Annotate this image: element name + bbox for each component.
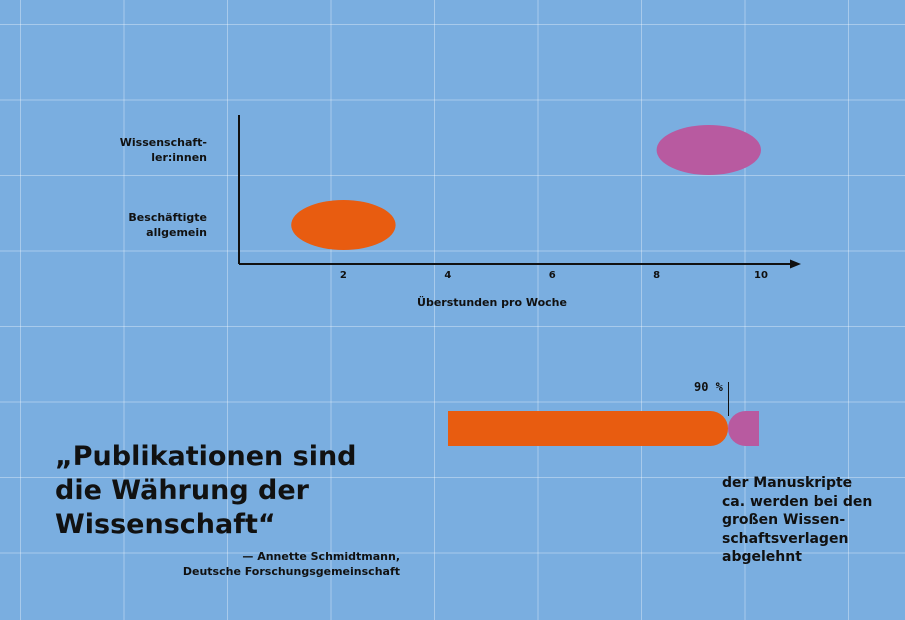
x-axis-arrow-icon [790, 259, 801, 269]
range-ellipse [291, 200, 396, 250]
x-tick-label: 4 [444, 270, 451, 281]
x-tick-label: 6 [549, 270, 556, 281]
bar-rejected-segment [448, 411, 728, 446]
x-tick-label: 8 [653, 270, 660, 281]
bar-marker-line [728, 382, 729, 416]
x-tick-label: 2 [340, 270, 347, 281]
bar-data-label: 90 % [694, 380, 723, 394]
category-labels: Wissenschaft-ler:innen Beschäftigte allgem… [120, 136, 207, 239]
x-tick-labels: 2 4 6 8 10 [340, 270, 768, 281]
bar-remaining-segment [728, 411, 759, 446]
quote-attribution: — Annette Schmidtmann, Deutsche Forschun… [182, 550, 400, 578]
x-axis-title: Überstunden pro Woche [417, 295, 567, 309]
range-ellipse [656, 125, 761, 175]
x-tick-label: 10 [754, 270, 768, 281]
category-label: Wissenschaft-ler:innen [120, 136, 207, 164]
chart-marks [291, 125, 761, 250]
quote-text: „Publikationen sind die Währung der Wiss… [55, 441, 357, 540]
rejection-bar-chart: 90 % [448, 380, 768, 460]
bar-caption: der Manuskripte ca. werden bei den große… [722, 475, 873, 565]
category-label: Beschäftigte allgemein [128, 211, 207, 239]
